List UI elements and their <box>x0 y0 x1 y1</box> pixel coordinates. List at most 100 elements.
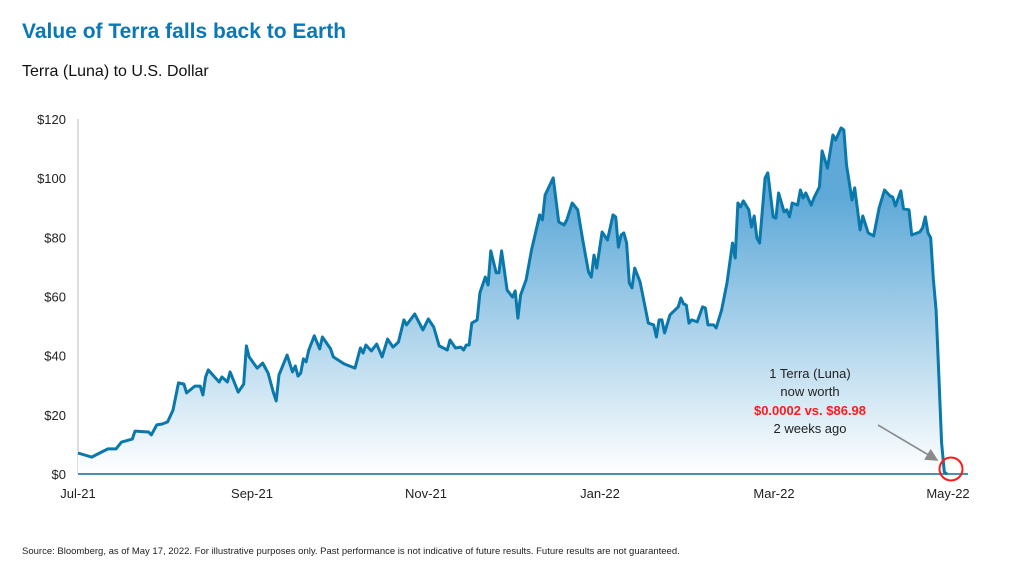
data-point <box>647 322 650 325</box>
data-point <box>926 231 929 234</box>
data-point <box>804 191 807 194</box>
data-point <box>226 380 229 383</box>
data-point <box>465 344 468 347</box>
data-point <box>134 430 137 433</box>
data-point <box>899 189 902 192</box>
data-point <box>902 207 905 210</box>
data-point <box>785 208 788 211</box>
data-point <box>630 286 633 289</box>
data-point <box>750 225 753 228</box>
data-point <box>677 305 680 308</box>
data-point <box>565 218 568 221</box>
data-point <box>774 217 777 220</box>
data-point <box>850 199 853 202</box>
data-point <box>633 267 636 270</box>
data-point <box>131 438 134 441</box>
data-point <box>620 233 623 236</box>
data-point <box>299 372 302 375</box>
data-point <box>946 472 949 475</box>
data-point <box>193 385 196 388</box>
data-point <box>861 215 864 218</box>
data-point <box>810 204 813 207</box>
y-tick-label: $120 <box>37 112 66 127</box>
data-point <box>859 228 862 231</box>
data-point <box>685 304 688 307</box>
data-point <box>305 360 308 363</box>
data-point <box>277 373 280 376</box>
data-point <box>392 346 395 349</box>
data-point <box>421 328 424 331</box>
data-point <box>302 357 305 360</box>
data-point <box>90 456 93 459</box>
data-point <box>256 367 259 370</box>
y-tick-label: $40 <box>44 349 66 364</box>
data-point <box>462 349 465 352</box>
data-point <box>652 323 655 326</box>
data-point <box>788 215 791 218</box>
data-point <box>682 302 685 305</box>
data-point <box>818 186 821 189</box>
data-point <box>177 381 180 384</box>
data-point <box>940 441 943 444</box>
data-point <box>796 204 799 207</box>
data-point <box>511 296 514 299</box>
data-point <box>397 341 400 344</box>
data-point <box>318 347 321 350</box>
data-point <box>625 241 628 244</box>
chart-title: Value of Terra falls back to Earth <box>22 20 347 43</box>
data-point <box>777 191 780 194</box>
data-point <box>207 368 210 371</box>
chart-subtitle: Terra (Luna) to U.S. Dollar <box>22 63 209 80</box>
data-point <box>910 233 913 236</box>
data-point <box>332 355 335 358</box>
data-point <box>601 231 604 234</box>
data-point <box>552 176 555 179</box>
data-point <box>802 196 805 199</box>
data-point <box>459 346 462 349</box>
data-point <box>628 281 631 284</box>
data-point <box>617 246 620 249</box>
data-point <box>791 202 794 205</box>
data-point <box>937 375 940 378</box>
y-tick-label: $80 <box>44 230 66 245</box>
data-point <box>525 278 528 281</box>
data-point <box>701 305 704 308</box>
data-point <box>772 215 775 218</box>
data-point <box>924 215 927 218</box>
data-point <box>449 338 452 341</box>
data-point <box>484 275 487 278</box>
data-point <box>204 375 207 378</box>
data-point <box>932 278 935 281</box>
data-point <box>764 176 767 179</box>
data-point <box>929 236 932 239</box>
data-point <box>381 355 384 358</box>
data-point <box>853 186 856 189</box>
data-point <box>845 163 848 166</box>
data-point <box>538 213 541 216</box>
data-point <box>576 208 579 211</box>
source-footnote: Source: Bloomberg, as of May 17, 2022. F… <box>22 546 680 557</box>
annotation-line-1: 1 Terra (Luna) <box>769 366 850 381</box>
x-tick-label: Jan-22 <box>580 486 620 501</box>
data-point <box>120 441 123 444</box>
data-point <box>307 349 310 352</box>
data-point <box>614 215 617 218</box>
data-point <box>275 399 278 402</box>
data-point <box>544 194 547 197</box>
price-line <box>77 126 948 476</box>
data-point <box>894 204 897 207</box>
data-point <box>731 241 734 244</box>
data-point <box>172 409 175 412</box>
data-point <box>826 167 829 170</box>
data-point <box>329 347 332 350</box>
y-tick-label: $0 <box>52 467 66 482</box>
data-point <box>427 317 430 320</box>
data-point <box>660 318 663 321</box>
data-point <box>690 318 693 321</box>
data-point <box>541 218 544 221</box>
x-tick-label: Sep-21 <box>231 486 273 501</box>
x-tick-label: Nov-21 <box>405 486 447 501</box>
data-point <box>321 336 324 339</box>
data-point <box>878 207 881 210</box>
